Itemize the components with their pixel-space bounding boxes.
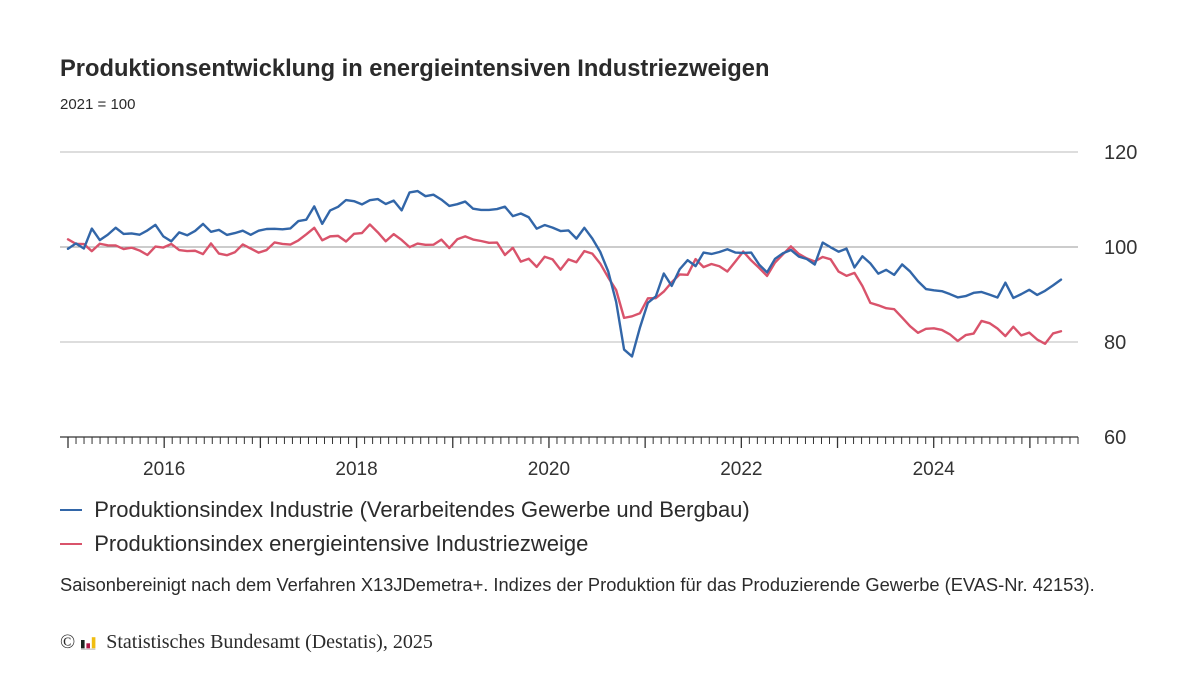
- svg-text:60: 60: [1104, 427, 1126, 449]
- svg-text:2022: 2022: [720, 459, 762, 480]
- svg-text:100: 100: [1104, 237, 1137, 259]
- svg-text:80: 80: [1104, 332, 1126, 354]
- svg-text:120: 120: [1104, 142, 1137, 164]
- svg-text:2016: 2016: [143, 459, 185, 480]
- svg-text:2020: 2020: [528, 459, 570, 480]
- svg-text:2024: 2024: [913, 459, 956, 480]
- svg-text:2018: 2018: [335, 459, 377, 480]
